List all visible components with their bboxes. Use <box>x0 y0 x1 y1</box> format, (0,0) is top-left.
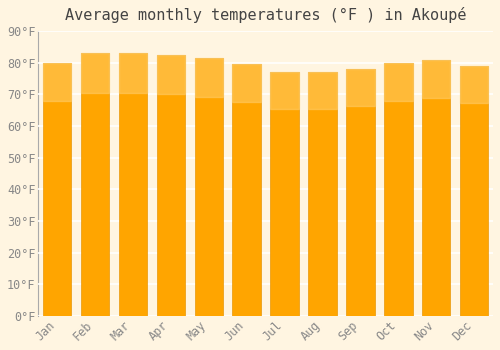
Bar <box>270 72 299 109</box>
Bar <box>194 58 223 316</box>
Bar <box>194 58 223 97</box>
Bar <box>119 53 147 93</box>
Bar <box>308 72 336 109</box>
Bar <box>81 53 110 316</box>
Bar <box>232 64 261 316</box>
Bar <box>43 63 72 101</box>
Bar <box>346 69 374 106</box>
Bar <box>156 55 185 316</box>
Bar <box>81 53 110 93</box>
Bar <box>346 69 374 316</box>
Bar <box>422 60 450 316</box>
Bar <box>384 63 412 316</box>
Bar <box>270 72 299 316</box>
Title: Average monthly temperatures (°F ) in Akoupé: Average monthly temperatures (°F ) in Ak… <box>65 7 466 23</box>
Bar <box>156 55 185 94</box>
Bar <box>119 53 147 316</box>
Bar <box>460 66 488 103</box>
Bar <box>460 66 488 316</box>
Bar <box>384 63 412 101</box>
Bar <box>308 72 336 316</box>
Bar <box>422 60 450 98</box>
Bar <box>232 64 261 102</box>
Bar <box>43 63 72 316</box>
